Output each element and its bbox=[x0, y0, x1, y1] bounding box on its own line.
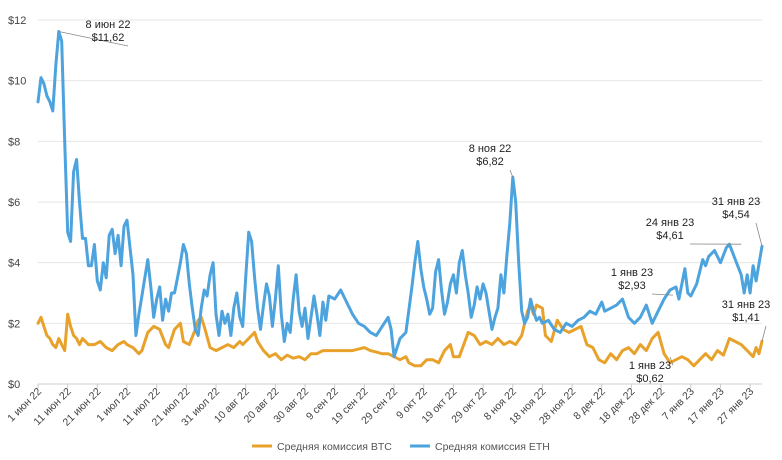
annotation-leader bbox=[755, 222, 763, 247]
annotation-date: 31 янв 23 bbox=[722, 299, 770, 311]
annotation-date: 8 июн 22 bbox=[86, 19, 131, 31]
annotation-leader bbox=[651, 293, 674, 296]
y-tick-label: $0 bbox=[8, 379, 20, 391]
annotation: 31 янв 23$4,54 bbox=[712, 196, 763, 247]
legend-label: Средняя комиссия BTC bbox=[277, 441, 392, 453]
legend-label: Средняя комиссия ETH bbox=[435, 441, 550, 453]
annotation: 24 янв 23$4,61 bbox=[646, 217, 742, 245]
y-tick-label: $10 bbox=[8, 76, 26, 88]
annotation-value: $6,82 bbox=[476, 156, 504, 168]
annotation: 1 янв 23$0,62 bbox=[629, 356, 674, 385]
annotation-leader bbox=[58, 31, 129, 47]
annotation-value: $11,62 bbox=[92, 32, 125, 44]
y-tick-label: $6 bbox=[8, 197, 20, 209]
annotation-date: 31 янв 23 bbox=[712, 196, 760, 208]
y-tick-label: $8 bbox=[8, 136, 20, 148]
annotation-value: $1,41 bbox=[732, 312, 760, 324]
annotation: 8 ноя 22$6,82 bbox=[469, 143, 514, 178]
annotation-value: $0,62 bbox=[636, 373, 664, 385]
annotations-layer: 8 июн 22$11,628 ноя 22$6,821 янв 23$2,93… bbox=[58, 19, 770, 385]
annotation-date: 1 янв 23 bbox=[629, 360, 671, 372]
annotation-leader bbox=[761, 325, 767, 342]
annotation-date: 24 янв 23 bbox=[646, 217, 694, 229]
annotation-leader bbox=[509, 169, 514, 178]
annotation-date: 1 янв 23 bbox=[611, 267, 653, 279]
annotation: 8 июн 22$11,62 bbox=[58, 19, 131, 47]
annotation-value: $4,61 bbox=[656, 230, 684, 242]
annotation-value: $2,93 bbox=[618, 280, 646, 292]
annotation-date: 8 ноя 22 bbox=[469, 143, 512, 155]
legend: Средняя комиссия BTC Средняя комиссия ETH bbox=[252, 441, 550, 453]
grid-lines bbox=[38, 19, 762, 385]
series-layer bbox=[36, 30, 764, 368]
y-tick-label: $12 bbox=[8, 15, 26, 27]
y-axis: $0 $2 $4 $6 $8 $10 $12 bbox=[8, 15, 26, 391]
series-line-eth bbox=[36, 30, 764, 359]
annotation-leader bbox=[669, 356, 674, 366]
y-tick-label: $4 bbox=[8, 258, 20, 270]
y-tick-label: $2 bbox=[8, 318, 20, 330]
annotation: 31 янв 23$1,41 bbox=[722, 299, 770, 342]
series-line-btc bbox=[36, 303, 764, 368]
annotation: 1 янв 23$2,93 bbox=[611, 267, 674, 296]
annotation-value: $4,54 bbox=[722, 209, 750, 221]
